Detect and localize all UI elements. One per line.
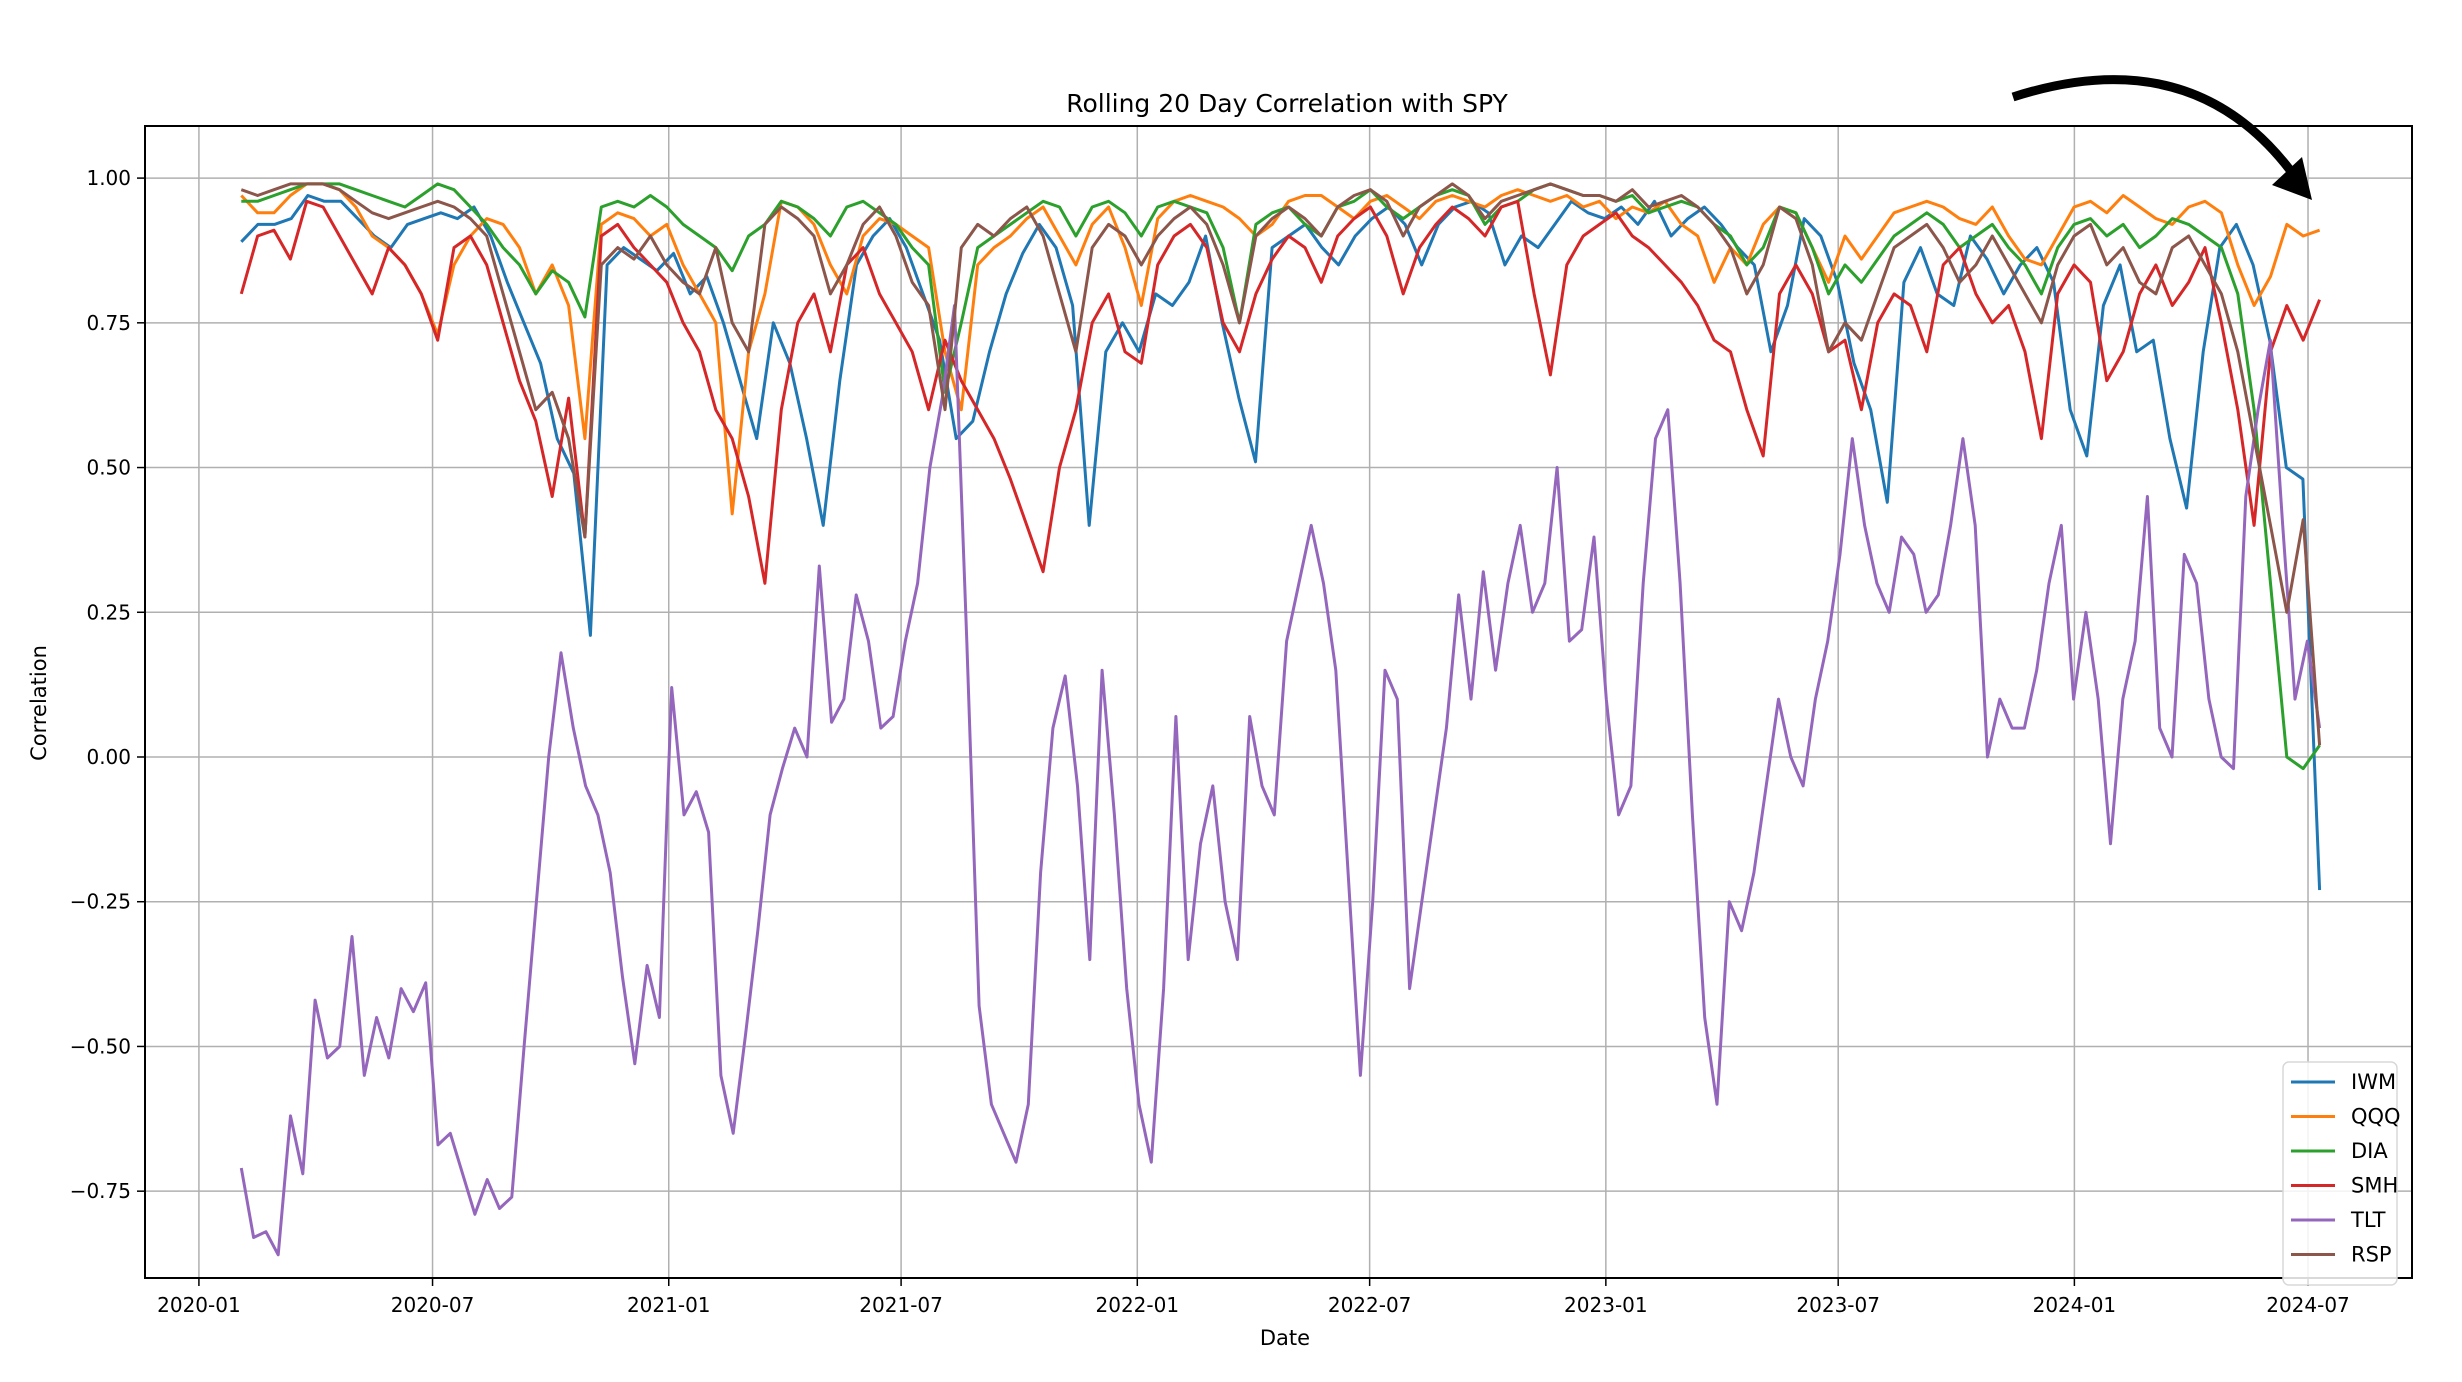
legend-label-qqq: QQQ [2351, 1105, 2401, 1129]
y-tick-label: −0.75 [70, 1179, 131, 1203]
y-tick-label: −0.50 [70, 1034, 131, 1058]
y-axis: 1.00 0.75 0.50 0.25 0.00 −0.25 −0.50 −0.75 [70, 166, 145, 1203]
x-tick-label: 2022-01 [1096, 1293, 1180, 1317]
x-tick-label: 2024-07 [2266, 1293, 2350, 1317]
y-tick-label: 0.25 [86, 600, 131, 624]
y-axis-label: Correlation [27, 645, 51, 761]
x-axis-label: Date [1260, 1326, 1310, 1350]
x-tick-label: 2022-07 [1328, 1293, 1412, 1317]
legend-label-iwm: IWM [2351, 1070, 2396, 1094]
series-line-rsp [240, 182, 2322, 746]
x-tick-label: 2021-01 [627, 1293, 711, 1317]
arrow-head-icon [2272, 157, 2312, 200]
x-tick-label: 2021-07 [859, 1293, 943, 1317]
series-line-tlt [239, 304, 2322, 1257]
series-line-qqq [240, 182, 2321, 516]
arrow-curve-main [2011, 75, 2294, 173]
legend-label-rsp: RSP [2351, 1243, 2392, 1267]
x-tick-label: 2023-01 [1564, 1293, 1648, 1317]
y-tick-label: 0.50 [86, 456, 131, 480]
arrow-annotation [2011, 75, 2312, 200]
x-tick-label: 2020-01 [157, 1293, 241, 1317]
x-tick-label: 2020-07 [391, 1293, 475, 1317]
plot-area [239, 182, 2322, 1257]
x-tick-label: 2023-07 [1796, 1293, 1880, 1317]
y-tick-label: 0.00 [86, 745, 131, 769]
grid [145, 126, 2412, 1278]
legend-label-dia: DIA [2351, 1139, 2388, 1163]
axes-frame [144, 125, 2413, 1279]
y-tick-label: 1.00 [86, 166, 131, 190]
legend-label-tlt: TLT [2350, 1208, 2386, 1232]
legend: IWM QQQ DIA SMH TLT RSP [2282, 1061, 2401, 1286]
x-axis: 2020-01 2020-07 2021-01 2021-07 2022-01 2022-… [157, 1278, 2350, 1317]
chart-title: Rolling 20 Day Correlation with SPY [1066, 89, 1508, 118]
series-line-dia [241, 182, 2321, 771]
series-line-iwm [240, 194, 2322, 891]
x-tick-label: 2024-01 [2033, 1293, 2117, 1317]
y-tick-label: 0.75 [86, 311, 131, 335]
legend-label-smh: SMH [2351, 1174, 2398, 1198]
y-tick-label: −0.25 [70, 890, 131, 914]
